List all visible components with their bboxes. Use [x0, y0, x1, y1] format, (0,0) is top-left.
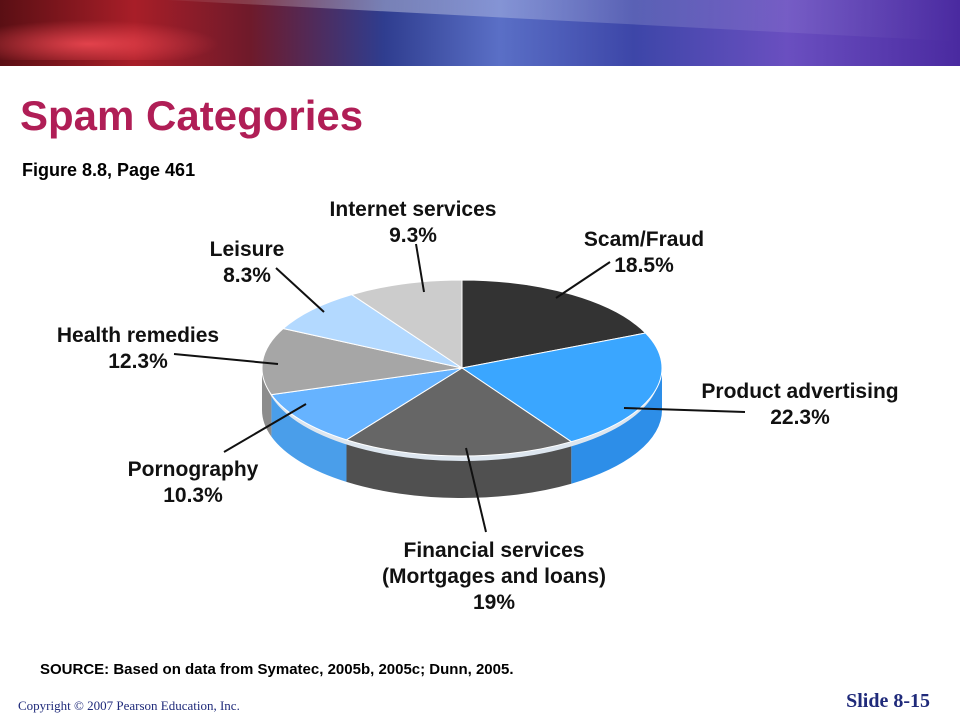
slice-label-line: Product advertising — [701, 380, 898, 403]
slice-label-line: 9.3% — [389, 224, 437, 247]
leader-line-scam-fraud — [555, 261, 611, 299]
source-note: SOURCE: Based on data from Symatec, 2005… — [40, 661, 514, 678]
header-banner — [0, 0, 960, 66]
leader-line-financial-services-mortgages-and-loans — [465, 447, 487, 533]
slice-label-line: 8.3% — [223, 264, 271, 287]
leader-line-leisure — [275, 267, 325, 313]
slice-label-product-advertising: Product advertising 22.3% — [701, 380, 898, 429]
slice-financial-services-mortgages-and-loans — [345, 367, 573, 457]
slice-label-line: Leisure — [210, 238, 285, 261]
slice-label-line: Internet services — [330, 198, 497, 221]
copyright-notice: Copyright © 2007 Pearson Education, Inc. — [18, 698, 240, 713]
slice-label-line: 22.3% — [770, 406, 830, 429]
slice-label-line: 19% — [473, 591, 515, 614]
slice-label-leisure: Leisure 8.3% — [210, 238, 285, 287]
slice-label-line: Financial services — [404, 539, 585, 562]
slice-label-scam-fraud: Scam/Fraud 18.5% — [584, 228, 704, 277]
leader-line-pornography — [223, 403, 307, 453]
slice-label-line: 10.3% — [163, 484, 223, 507]
leader-line-internet-services — [415, 243, 425, 293]
slide-title: Spam Categories — [20, 92, 364, 139]
slice-label-line: 12.3% — [108, 350, 168, 373]
slide-number: Slide 8-15 — [846, 690, 930, 712]
slice-label-health-remedies: Health remedies 12.3% — [57, 324, 219, 373]
leader-lines — [173, 243, 746, 533]
slice-label-line: (Mortgages and loans) — [382, 565, 606, 588]
slice-label-line: 18.5% — [614, 254, 674, 277]
slice-label-financial-services-mortgages-and-loans: Financial services (Mortgages and loans) 1… — [382, 539, 606, 614]
slice-leisure — [282, 294, 463, 369]
slice-labels: Scam/Fraud 18.5% Product advertising 22.3% F… — [57, 198, 899, 614]
slice-internet-services — [350, 279, 463, 369]
slice-label-pornography: Pornography 10.3% — [128, 458, 259, 507]
pie-slices — [261, 279, 663, 457]
slice-product-advertising — [460, 332, 663, 443]
banner-glow — [0, 20, 220, 60]
slice-scam-fraud — [461, 279, 647, 369]
slice-side-health-remedies — [262, 368, 272, 437]
slice-pornography — [270, 367, 463, 441]
slice-label-internet-services: Internet services 9.3% — [330, 198, 497, 247]
slice-label-line: Health remedies — [57, 324, 219, 347]
slice-health-remedies — [261, 327, 463, 396]
leader-line-product-advertising — [623, 407, 746, 413]
figure-reference: Figure 8.8, Page 461 — [22, 160, 196, 180]
leader-line-health-remedies — [173, 353, 279, 365]
slice-label-line: Scam/Fraud — [584, 228, 704, 251]
slice-label-line: Pornography — [128, 458, 259, 481]
